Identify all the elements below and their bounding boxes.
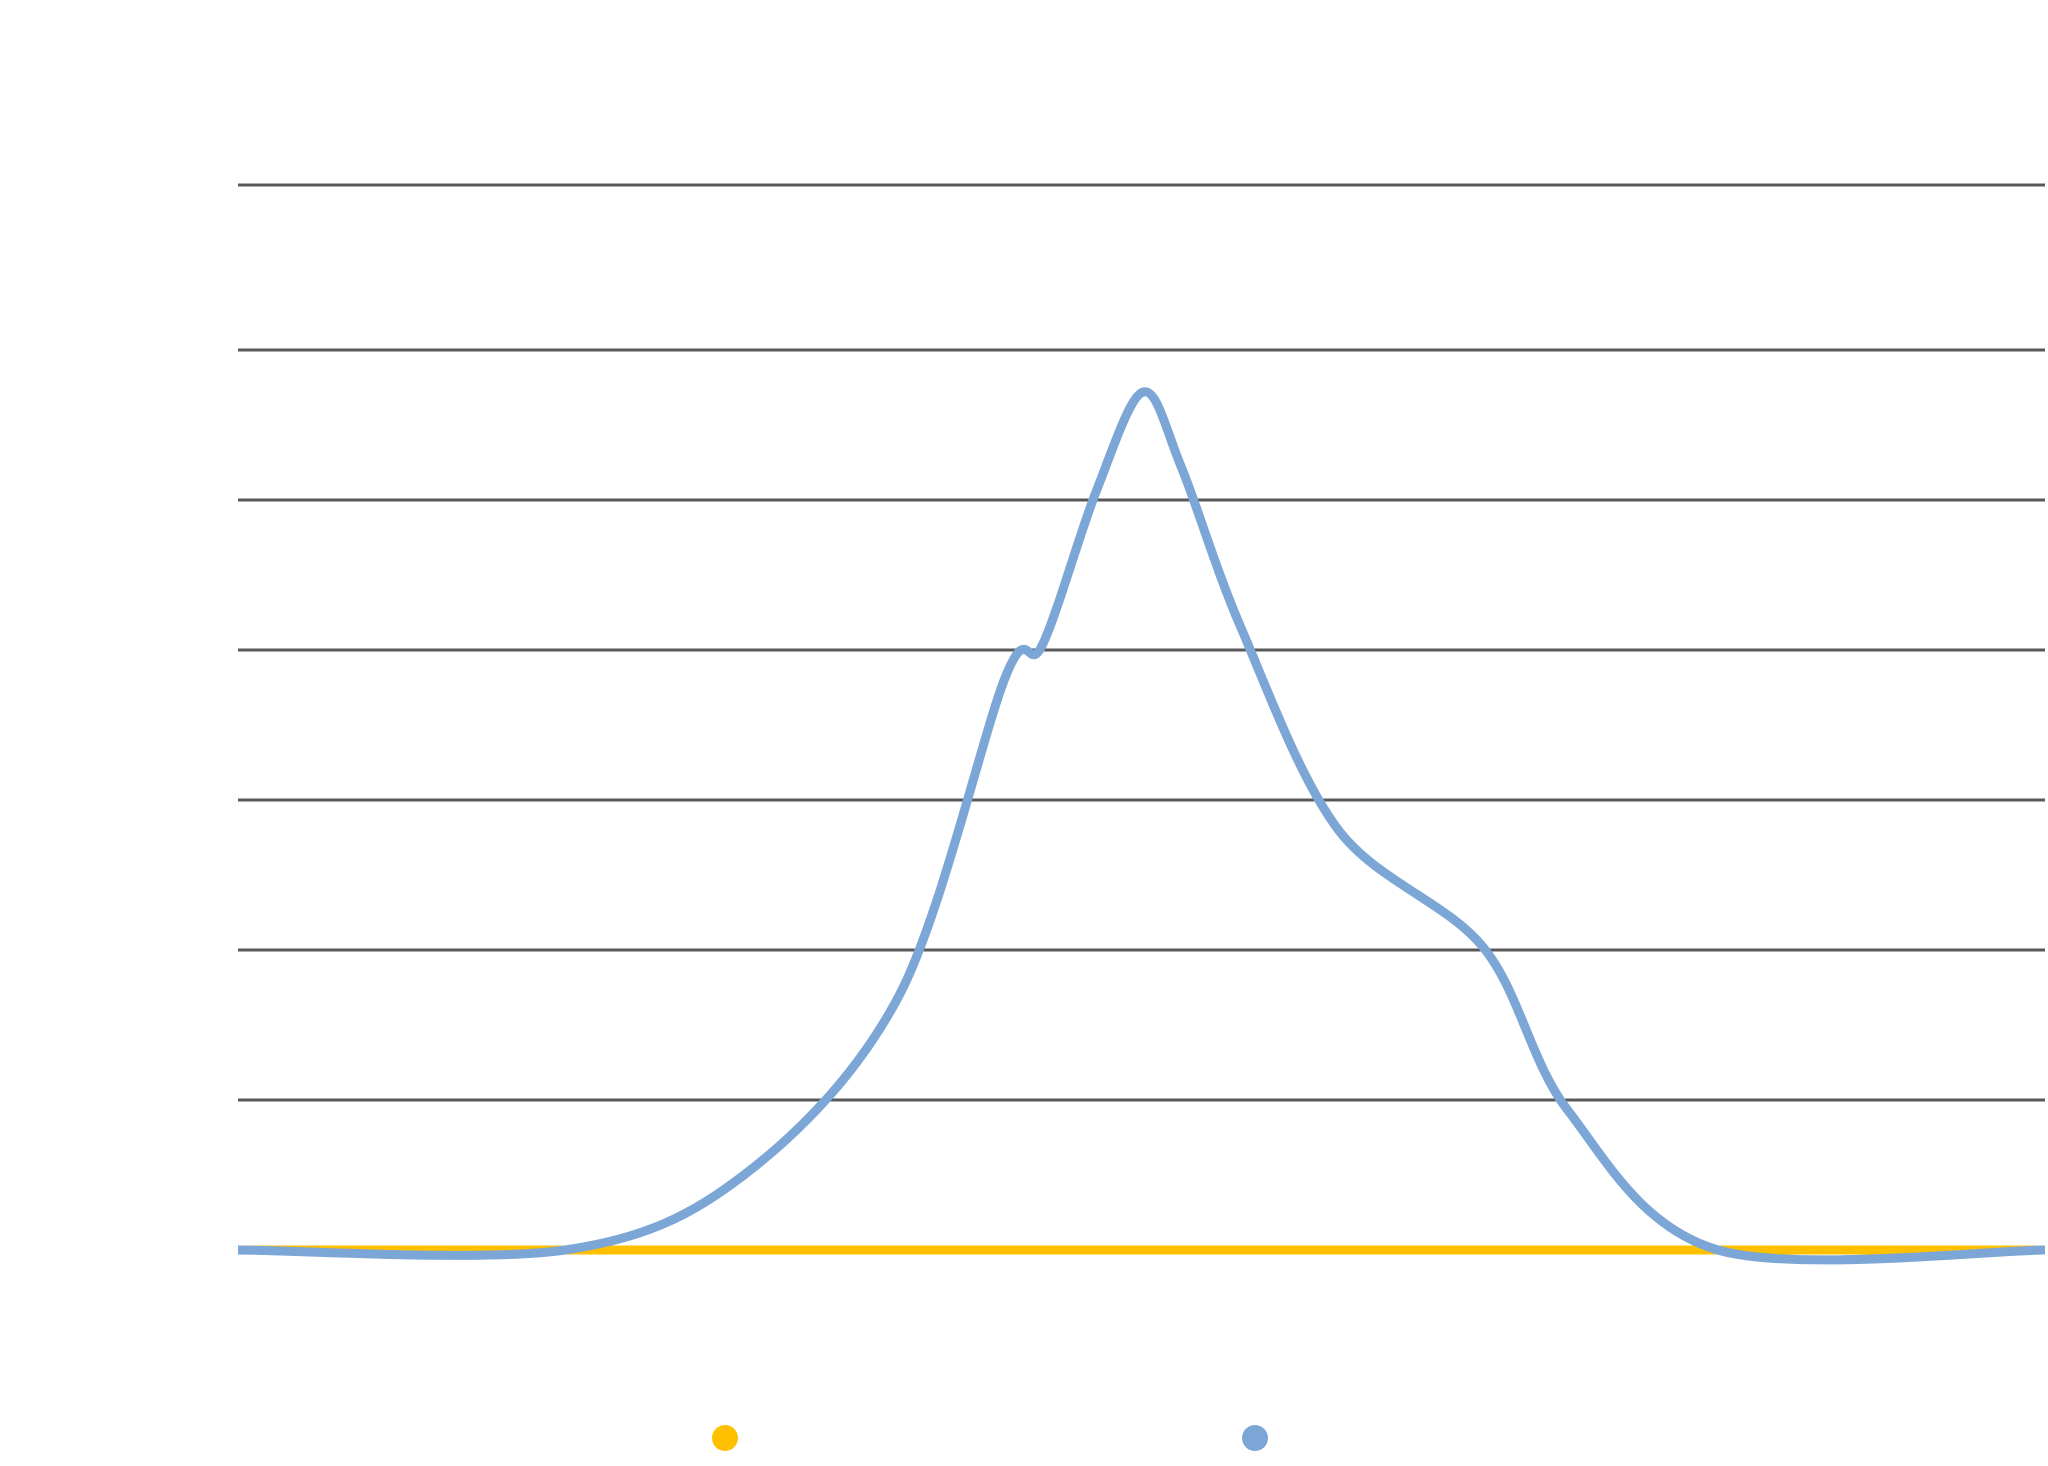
- series-lines: [237, 387, 2046, 1265]
- legend-marker-1: [712, 1425, 738, 1451]
- legend: [712, 1425, 1268, 1451]
- gridlines: [238, 183, 2045, 1102]
- series-line-2: [237, 387, 2046, 1265]
- legend-marker-2: [1242, 1425, 1268, 1451]
